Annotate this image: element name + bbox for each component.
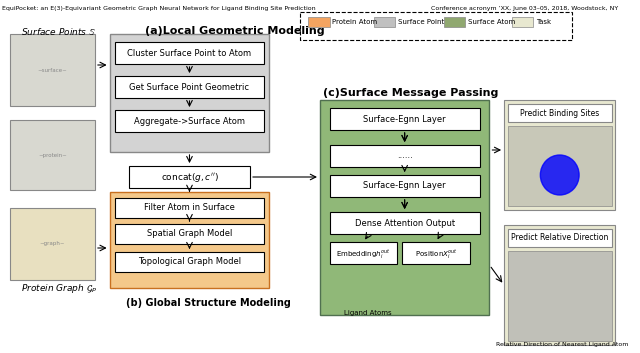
Text: (b) Global Structure Modeling: (b) Global Structure Modeling xyxy=(126,298,291,308)
Text: Topological Graph Model: Topological Graph Model xyxy=(138,257,241,267)
FancyBboxPatch shape xyxy=(320,100,490,315)
FancyBboxPatch shape xyxy=(508,251,612,341)
Text: Get Surface Point Geometric: Get Surface Point Geometric xyxy=(129,83,250,91)
Text: Ligand Atoms: Ligand Atoms xyxy=(344,310,392,316)
Text: EquiPocket: an E(3)-Equivariant Geometric Graph Neural Network for Ligand Bindin: EquiPocket: an E(3)-Equivariant Geometri… xyxy=(2,6,316,11)
FancyBboxPatch shape xyxy=(508,104,612,122)
Text: Cluster Surface Point to Atom: Cluster Surface Point to Atom xyxy=(127,48,252,58)
FancyBboxPatch shape xyxy=(115,110,264,132)
Text: Predict Binding Sites: Predict Binding Sites xyxy=(520,108,600,118)
FancyBboxPatch shape xyxy=(115,76,264,98)
FancyBboxPatch shape xyxy=(115,224,264,244)
FancyBboxPatch shape xyxy=(10,120,95,190)
FancyBboxPatch shape xyxy=(115,42,264,64)
FancyBboxPatch shape xyxy=(444,17,465,27)
FancyBboxPatch shape xyxy=(109,192,269,288)
FancyBboxPatch shape xyxy=(300,12,572,40)
FancyBboxPatch shape xyxy=(115,198,264,218)
FancyBboxPatch shape xyxy=(115,252,264,272)
FancyBboxPatch shape xyxy=(504,225,616,345)
Circle shape xyxy=(540,155,579,195)
FancyBboxPatch shape xyxy=(330,108,480,130)
FancyBboxPatch shape xyxy=(330,212,480,234)
FancyBboxPatch shape xyxy=(10,34,95,106)
Text: Task: Task xyxy=(536,19,551,25)
FancyBboxPatch shape xyxy=(109,34,269,152)
Text: Position$X_i^{out}$: Position$X_i^{out}$ xyxy=(415,246,458,259)
Text: ......: ...... xyxy=(397,151,413,161)
Text: ~protein~: ~protein~ xyxy=(38,152,67,157)
FancyBboxPatch shape xyxy=(508,229,612,247)
Text: Surface-Egnn Layer: Surface-Egnn Layer xyxy=(364,114,446,124)
Text: Surface Point: Surface Point xyxy=(398,19,445,25)
FancyBboxPatch shape xyxy=(374,17,396,27)
FancyBboxPatch shape xyxy=(308,17,330,27)
Text: Filter Atom in Surface: Filter Atom in Surface xyxy=(144,203,235,213)
FancyBboxPatch shape xyxy=(129,166,250,188)
FancyBboxPatch shape xyxy=(508,126,612,206)
Text: (c)Surface Message Passing: (c)Surface Message Passing xyxy=(323,88,498,98)
FancyBboxPatch shape xyxy=(504,100,616,210)
FancyBboxPatch shape xyxy=(512,17,533,27)
Text: Relative Direction of Nearest Ligand Atom: Relative Direction of Nearest Ligand Ato… xyxy=(496,342,628,347)
FancyBboxPatch shape xyxy=(10,208,95,280)
Text: Predict Relative Direction: Predict Relative Direction xyxy=(511,233,609,243)
Text: Surface Points $\mathbb{S}$: Surface Points $\mathbb{S}$ xyxy=(21,26,97,37)
Text: Embedding$h_i^{out}$: Embedding$h_i^{out}$ xyxy=(336,246,391,259)
Text: Protein Graph $\mathcal{G}_P$: Protein Graph $\mathcal{G}_P$ xyxy=(21,282,98,295)
FancyBboxPatch shape xyxy=(330,175,480,197)
Text: Protein Atom: Protein Atom xyxy=(332,19,378,25)
Text: Surface Atom: Surface Atom xyxy=(468,19,515,25)
Text: Dense Attention Output: Dense Attention Output xyxy=(355,219,454,227)
FancyBboxPatch shape xyxy=(330,242,397,264)
Text: ~surface~: ~surface~ xyxy=(38,67,67,72)
FancyBboxPatch shape xyxy=(330,145,480,167)
Text: Surface-Egnn Layer: Surface-Egnn Layer xyxy=(364,181,446,191)
Text: ~graph~: ~graph~ xyxy=(40,241,65,246)
Text: (a)Local Geometric Modeling: (a)Local Geometric Modeling xyxy=(145,26,325,36)
Text: Aggregate->Surface Atom: Aggregate->Surface Atom xyxy=(134,116,245,126)
Text: Conference acronym ’XX, June 03–05, 2018, Woodstock, NY: Conference acronym ’XX, June 03–05, 2018… xyxy=(431,6,618,11)
Text: concat$(g, c'')$: concat$(g, c'')$ xyxy=(161,170,218,184)
Text: Spatial Graph Model: Spatial Graph Model xyxy=(147,229,232,239)
FancyBboxPatch shape xyxy=(402,242,470,264)
